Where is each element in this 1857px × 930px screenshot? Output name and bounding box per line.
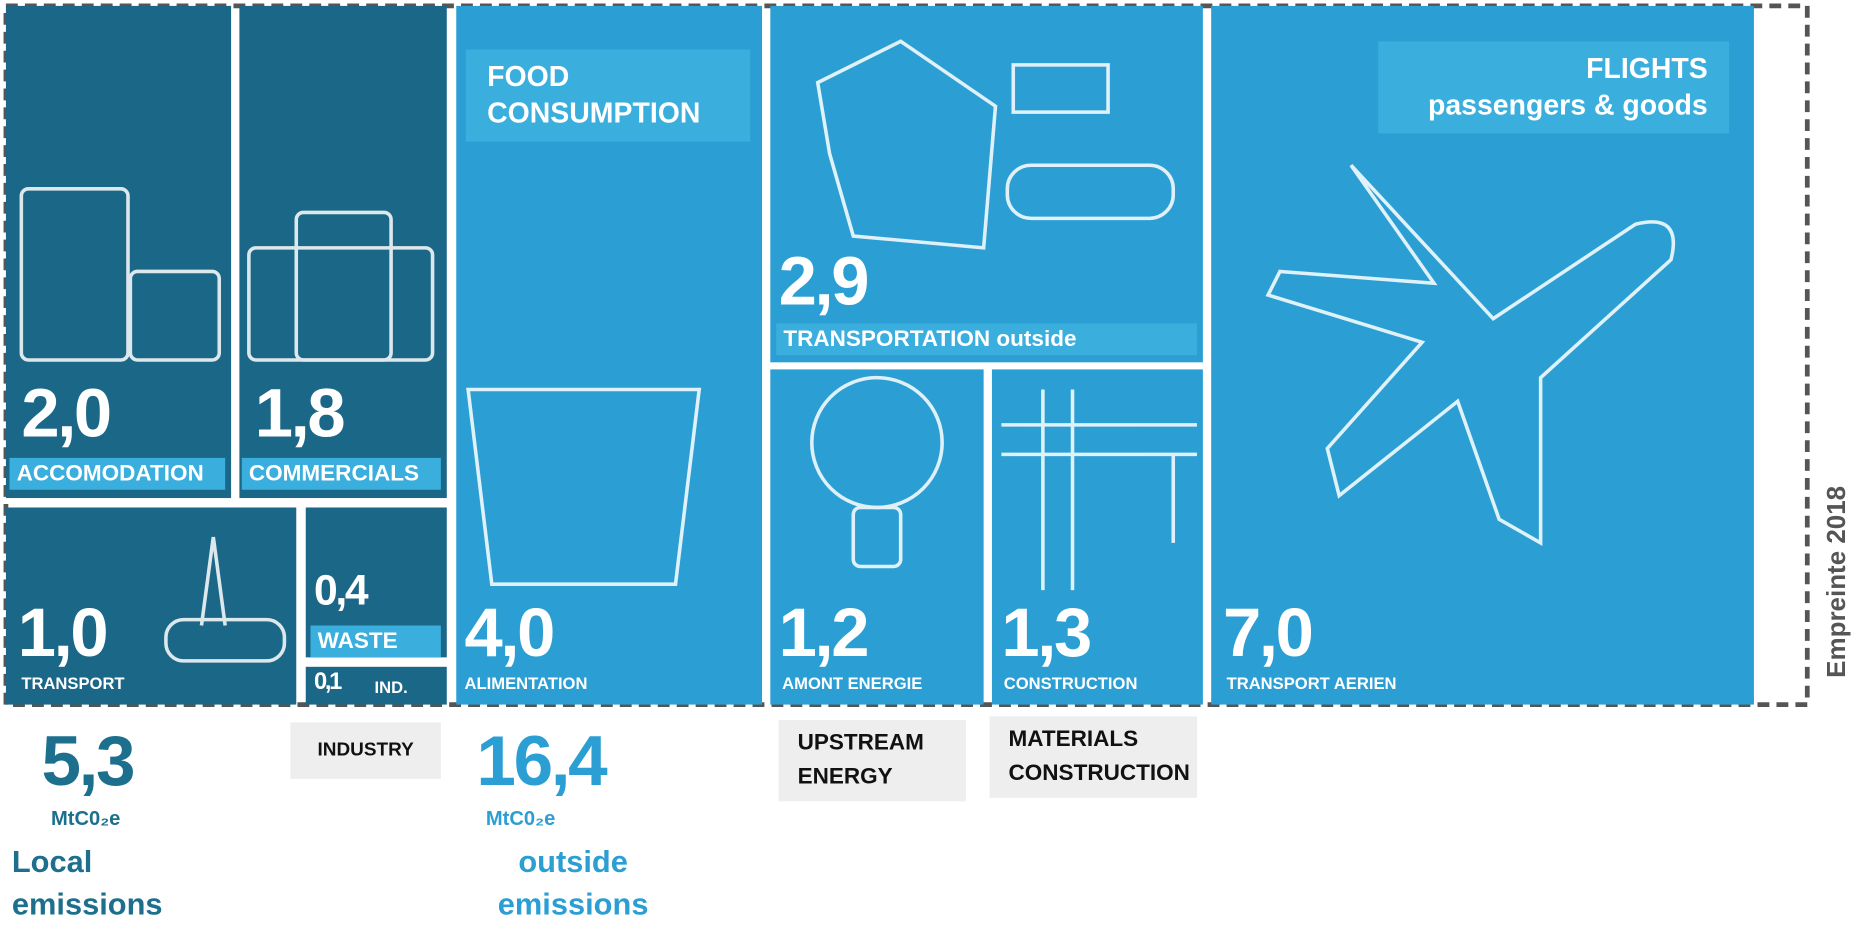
tile-label: COMMERCIALS bbox=[241, 457, 441, 490]
total-caption: Local emissions bbox=[11, 843, 163, 923]
total-value: 5,3 bbox=[41, 721, 135, 801]
tile bbox=[305, 666, 447, 705]
tile-value: 1,2 bbox=[778, 594, 870, 672]
tile-value: 1,3 bbox=[1001, 594, 1092, 672]
tile-label: ALIMENTATION bbox=[464, 673, 588, 693]
callout: MATERIALS CONSTRUCTION bbox=[989, 716, 1197, 798]
callout: UPSTREAM ENERGY bbox=[778, 719, 966, 802]
total-unit: MtC0₂e bbox=[50, 807, 121, 830]
callout: INDUSTRY bbox=[290, 722, 441, 779]
tile-label: TRANSPORT bbox=[21, 673, 125, 693]
tile-value: 1,0 bbox=[17, 594, 109, 672]
tile bbox=[5, 507, 297, 705]
total-caption: outside emissions bbox=[497, 843, 649, 923]
tile-heading: FOOD CONSUMPTION bbox=[465, 49, 751, 143]
tile-value: 7,0 bbox=[1223, 594, 1314, 672]
tile-label: IND. bbox=[374, 677, 408, 697]
total-value: 16,4 bbox=[476, 721, 607, 801]
tile-value: 4,0 bbox=[464, 594, 556, 672]
tile-heading: FLIGHTS passengers & goods bbox=[1378, 41, 1730, 134]
tile-value: 0,4 bbox=[314, 565, 369, 614]
tile-label: WASTE bbox=[310, 625, 441, 658]
tile-label: TRANSPORT AERIEN bbox=[1226, 673, 1397, 693]
tile-label: AMONT ENERGIE bbox=[782, 673, 923, 693]
total-unit: MtC0₂e bbox=[485, 807, 556, 830]
tile-label: ACCOMODATION bbox=[9, 457, 226, 490]
tile-value: 0,1 bbox=[314, 669, 342, 696]
tile-value: 2,9 bbox=[778, 243, 870, 320]
tile-label: CONSTRUCTION bbox=[1003, 673, 1138, 693]
tile-label: TRANSPORTATION outside bbox=[776, 323, 1197, 356]
side-label: Empreinte 2018 bbox=[1821, 485, 1852, 678]
tile-value: 1,8 bbox=[254, 375, 346, 453]
tile-value: 2,0 bbox=[21, 375, 112, 453]
